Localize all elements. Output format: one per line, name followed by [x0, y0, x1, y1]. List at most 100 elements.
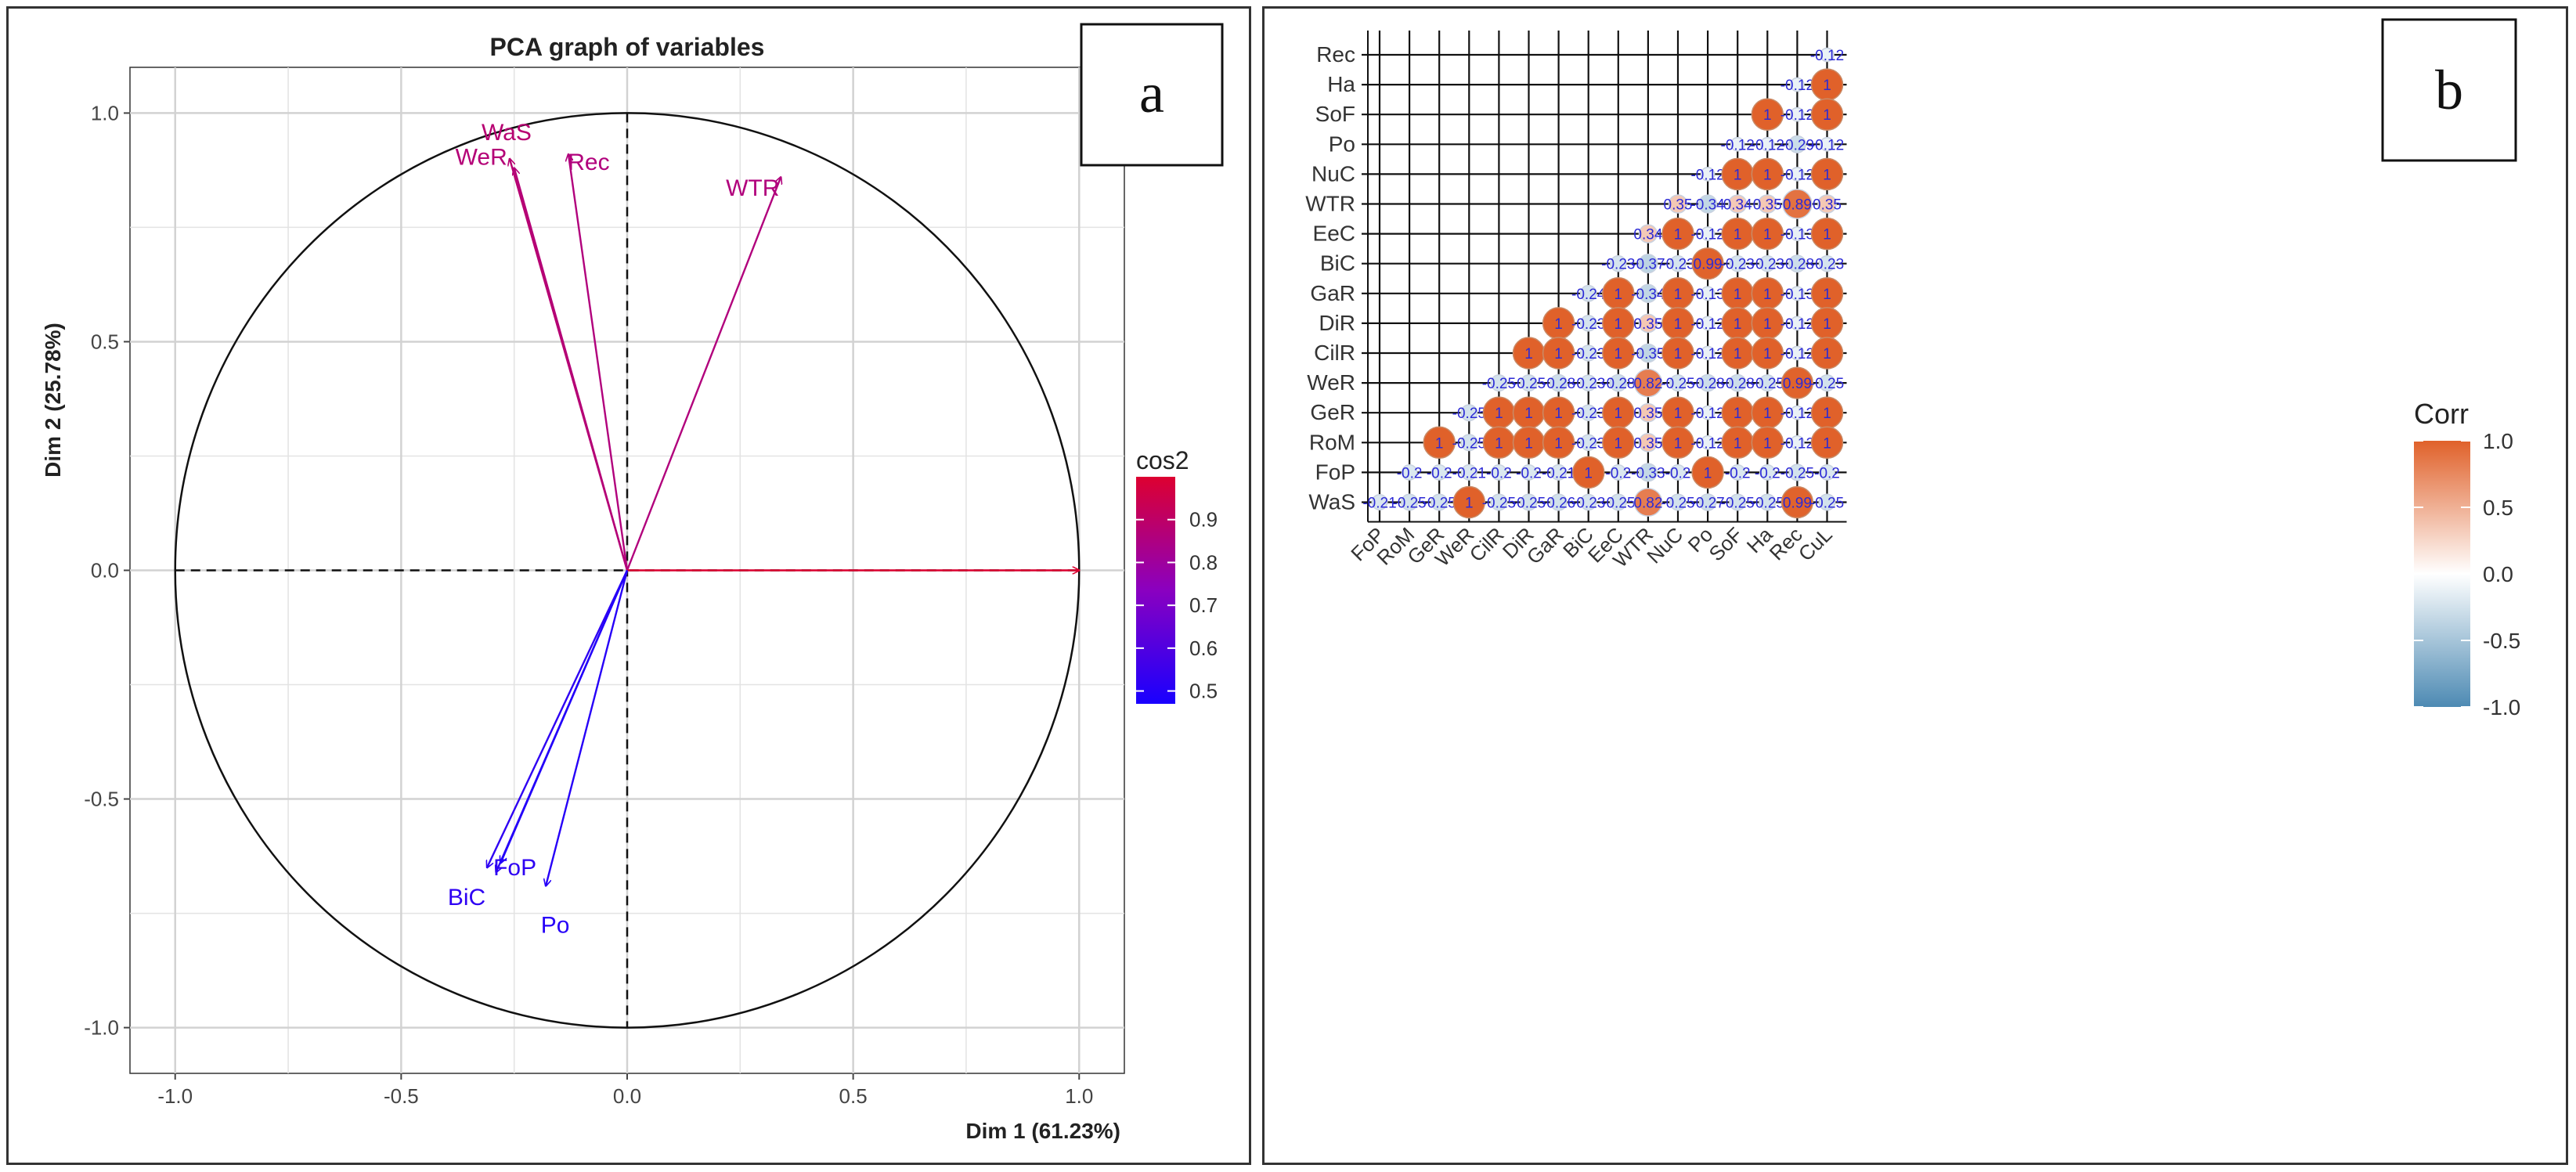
- corr-circle: [1579, 434, 1597, 452]
- corr-cell: 1: [1810, 217, 1844, 251]
- corr-legend-title: Corr: [2414, 398, 2469, 430]
- corr-cell: 1: [1602, 277, 1635, 310]
- corr-value-label: -0.12: [1690, 227, 1724, 243]
- corr-value-label: -0.34: [1631, 287, 1665, 303]
- corr-cell: -0.28: [1690, 373, 1725, 392]
- corr-cell: 0.99: [1780, 485, 1814, 519]
- corr-cell: 1: [1751, 426, 1784, 460]
- corr-circle: [1782, 189, 1813, 219]
- corr-cell: -0.25: [1452, 434, 1486, 452]
- corr-value-label: -0.25: [1601, 496, 1635, 512]
- corr-cell: 1: [1751, 217, 1784, 251]
- corr-circle: [1818, 374, 1836, 392]
- corr-value-label: -0.2: [1486, 465, 1512, 481]
- corr-circle: [1790, 167, 1805, 182]
- corr-cell: 1: [1661, 337, 1694, 370]
- corr-cell: -0.37: [1631, 254, 1665, 274]
- corr-cell: -0.23: [1571, 315, 1605, 333]
- corr-cell: -0.25: [1721, 493, 1755, 512]
- cos2-tick-label: 0.8: [1189, 550, 1218, 574]
- corr-value-label: -0.23: [1721, 257, 1755, 273]
- corr-value-label: 1: [1435, 435, 1444, 452]
- y-tick-label: 0.0: [91, 559, 119, 582]
- corr-value-label: -0.2: [1755, 465, 1780, 481]
- corr-circle: [1661, 337, 1694, 370]
- corr-value-label: 1: [1524, 406, 1533, 422]
- corr-cell: -0.24: [1571, 284, 1606, 303]
- corr-cell: -0.12: [1780, 106, 1814, 124]
- corr-circle: [1638, 343, 1658, 363]
- corr-circle: [1729, 254, 1746, 272]
- corr-cell: -0.12: [1690, 167, 1725, 183]
- cos2-legend-ticks: 0.5 0.6 0.7 0.8 0.9: [1136, 508, 1218, 703]
- corr-circle: [1700, 435, 1716, 450]
- corr-circle: [1810, 337, 1844, 370]
- corr-value-label: -0.12: [1780, 316, 1814, 333]
- corr-cell: -0.2: [1486, 464, 1512, 481]
- corr-value-label: 1: [1554, 406, 1563, 422]
- corr-value-label: -0.12: [1780, 435, 1814, 452]
- corr-value-label: -0.12: [1690, 167, 1724, 183]
- corr-circle: [1751, 157, 1784, 191]
- corr-value-label: 0.34: [1723, 197, 1752, 214]
- corr-value-label: 1: [1674, 287, 1683, 303]
- corr-value-label: 0.99: [1783, 376, 1812, 392]
- corr-cell: -0.21: [1362, 494, 1397, 512]
- corr-cell: 0.99: [1691, 247, 1724, 280]
- cos2-legend-title: cos2: [1136, 446, 1189, 474]
- y-tick-label: 0.5: [91, 330, 119, 353]
- corr-cell: 1: [1751, 307, 1784, 340]
- corr-value-label: -0.12: [1751, 137, 1784, 153]
- corr-circle: [1610, 464, 1627, 481]
- corr-circle: [1790, 316, 1805, 331]
- corr-cell: -0.12: [1690, 435, 1725, 452]
- corr-legend: Corr 1.0 0.5 0.0 -0.5 -1.0: [2414, 398, 2520, 719]
- corr-value-label: 1: [1763, 435, 1772, 452]
- corr-circle: [1759, 254, 1777, 272]
- corr-circle: [1691, 456, 1724, 489]
- corr-value-label: -0.13: [1780, 227, 1814, 243]
- corr-y-label: CilR: [1314, 341, 1355, 365]
- corr-circle: [1571, 456, 1605, 489]
- corr-cell: -0.25: [1482, 374, 1516, 392]
- corr-cell: -0.2: [1427, 464, 1452, 481]
- corr-cell: -0.25: [1780, 463, 1814, 481]
- corr-cell: -0.12: [1780, 405, 1814, 422]
- corr-value-label: -0.12: [1690, 406, 1724, 422]
- corr-cell: -0.2: [1665, 464, 1690, 481]
- corr-cell: 1: [1810, 157, 1844, 191]
- corr-cell: 1: [1751, 98, 1784, 131]
- vector-label-fop: FoP: [493, 855, 536, 881]
- corr-circle: [1490, 374, 1508, 392]
- corr-cell: -0.12: [1780, 316, 1814, 333]
- corr-value-label: 1: [1524, 346, 1533, 362]
- corr-cell: 0.35: [1753, 194, 1782, 214]
- corr-circle: [1819, 464, 1835, 481]
- corr-circle: [1460, 463, 1477, 481]
- corr-circle: [1780, 366, 1814, 399]
- corr-value-label: 0.35: [1664, 197, 1693, 214]
- corr-y-label: Rec: [1316, 42, 1355, 67]
- corr-cell: 1: [1602, 426, 1635, 460]
- corr-y-label: EeC: [1313, 222, 1355, 246]
- corr-x-label: CuL: [1794, 523, 1837, 566]
- corr-value-label: -0.28: [1601, 376, 1635, 392]
- corr-legend-ticks: 1.0 0.5 0.0 -0.5 -1.0: [2414, 429, 2520, 719]
- corr-value-label: -0.25: [1482, 376, 1516, 392]
- corr-value-label: 1: [1554, 316, 1563, 333]
- corr-circle: [1401, 493, 1419, 511]
- vector-label-po: Po: [541, 913, 570, 939]
- corr-value-label: -0.23: [1571, 346, 1605, 362]
- corr-circle: [1638, 224, 1658, 243]
- corr-cell: 1: [1661, 426, 1694, 460]
- corr-tick-label: -0.5: [2483, 629, 2520, 653]
- corr-cell: -0.25: [1810, 493, 1844, 512]
- corr-cell: 1: [1810, 426, 1844, 460]
- corr-circle: [1460, 434, 1478, 452]
- corr-value-label: -0.23: [1571, 435, 1605, 452]
- corr-value-label: -0.25: [1423, 496, 1456, 512]
- corr-cell: 1: [1751, 277, 1784, 310]
- cos2-colorbar: [1136, 477, 1175, 704]
- corr-value-label: -0.12: [1810, 48, 1844, 64]
- corr-value-label: -0.25: [1452, 435, 1486, 452]
